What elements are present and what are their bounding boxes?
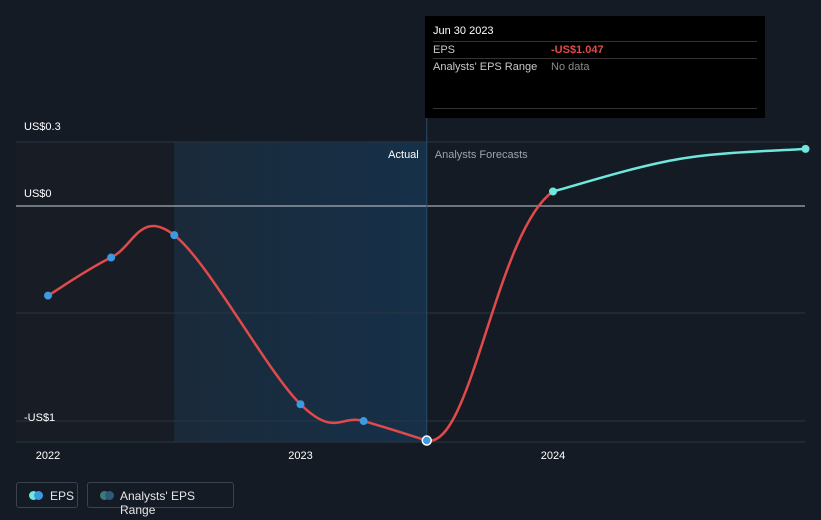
forecast-label: Analysts Forecasts: [435, 149, 528, 161]
actual-label: Actual: [388, 149, 419, 161]
tooltip-eps-value: -US$1.047: [551, 44, 604, 56]
range-dot-icon: [100, 491, 109, 500]
tooltip-divider: [433, 108, 757, 109]
range-dot-icon-2: [105, 491, 114, 500]
y-tick-label: -US$1: [24, 412, 55, 424]
data-point: [801, 144, 810, 153]
actual-highlight-region: [174, 142, 427, 442]
eps-dot-icon-2: [34, 491, 43, 500]
data-point: [107, 253, 116, 262]
x-tick-label: 2024: [541, 450, 565, 462]
legend-eps-label: EPS: [50, 489, 75, 503]
data-point: [170, 231, 179, 240]
y-tick-label: US$0: [24, 188, 52, 200]
eps-dot-icon: [29, 491, 38, 500]
data-point: [44, 291, 52, 300]
tooltip: Jun 30 2023 EPS -US$1.047 Analysts' EPS …: [425, 16, 765, 118]
x-tick-label: 2023: [288, 450, 312, 462]
past-band: [16, 142, 175, 442]
tooltip-date: Jun 30 2023: [433, 25, 494, 37]
series-line-2: [551, 147, 807, 193]
data-point: [549, 187, 557, 196]
legend-range-label: Analysts' EPS Range: [120, 489, 195, 517]
tooltip-range-row: Analysts' EPS Range No data: [433, 58, 757, 76]
tooltip-eps-row: EPS -US$1.047: [433, 41, 757, 59]
legend-eps[interactable]: EPS: [16, 482, 78, 508]
tooltip-range-label: Analysts' EPS Range: [433, 61, 538, 73]
data-point: [296, 400, 305, 409]
legend-eps-range[interactable]: Analysts' EPS Range: [87, 482, 234, 517]
tooltip-eps-label: EPS: [433, 44, 456, 56]
data-point: [359, 417, 368, 426]
data-point-highlighted: [421, 435, 432, 446]
y-tick-label: US$0.3: [24, 121, 61, 133]
x-tick-label: 2022: [36, 450, 60, 462]
tooltip-range-value: No data: [551, 61, 590, 73]
series-line-1: [425, 190, 555, 442]
